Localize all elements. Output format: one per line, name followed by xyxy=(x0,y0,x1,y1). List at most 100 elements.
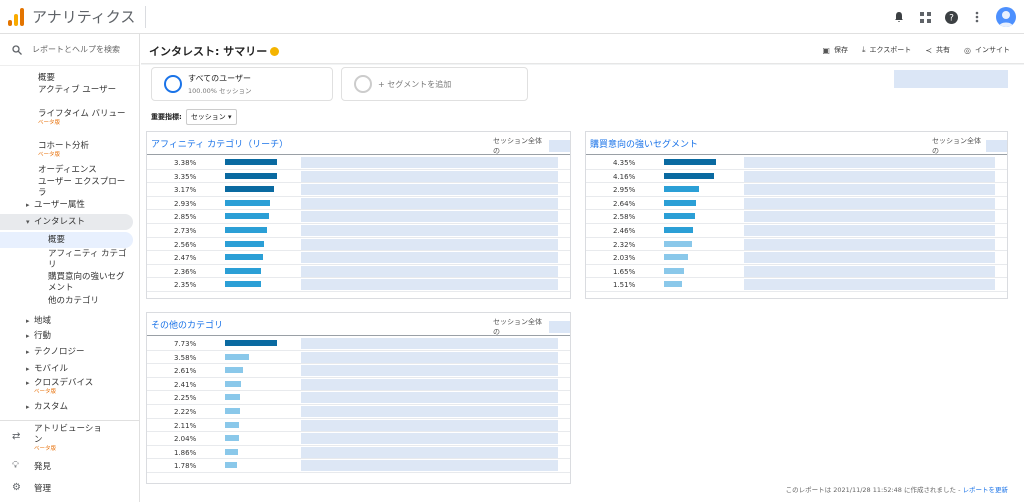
add-segment-button[interactable]: + セグメントを追加 xyxy=(341,67,528,101)
save-button[interactable]: ▣ 保存 xyxy=(822,45,848,55)
table-row[interactable]: 2.32% xyxy=(586,238,1007,252)
table-row[interactable]: 2.03% xyxy=(586,251,1007,265)
table-row[interactable]: 1.86% xyxy=(147,446,570,460)
row-placeholder xyxy=(744,170,995,182)
table-row[interactable]: 2.64% xyxy=(586,197,1007,211)
nav-interests-overview[interactable]: 概要 xyxy=(48,235,66,245)
analytics-logo-icon[interactable] xyxy=(8,7,24,26)
table-row[interactable]: 2.61% xyxy=(147,364,570,378)
table-row[interactable]: 2.41% xyxy=(147,378,570,392)
row-placeholder xyxy=(301,225,558,236)
nav-technology[interactable]: ▸ テクノロジー xyxy=(26,347,85,357)
row-value: 7.73% xyxy=(174,340,197,348)
page-title: インタレスト: サマリー xyxy=(149,43,280,59)
more-vert-icon[interactable] xyxy=(970,10,984,24)
table-row[interactable]: 2.85% xyxy=(147,210,570,224)
nav-geo[interactable]: ▸ 地域 xyxy=(26,316,52,326)
row-placeholder xyxy=(744,225,995,236)
table-row[interactable]: 1.78% xyxy=(147,459,570,473)
nav-in-market[interactable]: 購買意向の強いセグメント xyxy=(48,272,125,293)
caret-right-icon: ▸ xyxy=(26,317,30,325)
nav-cohort[interactable]: コホート分析 ベータ版 xyxy=(38,141,126,158)
row-value: 4.16% xyxy=(613,172,636,181)
table-row[interactable]: 2.93% xyxy=(147,197,570,211)
nav-user-explorer[interactable]: ユーザー エクスプローラ xyxy=(38,177,126,198)
row-placeholder xyxy=(744,211,995,223)
report-search[interactable]: レポートとヘルプを検索 xyxy=(0,34,139,66)
table-row[interactable]: 2.73% xyxy=(147,224,570,238)
row-value: 2.41% xyxy=(174,380,197,389)
sidebar-divider xyxy=(0,420,140,421)
help-icon[interactable]: ? xyxy=(944,10,958,24)
table-row[interactable]: 2.35% xyxy=(147,278,570,292)
table-row[interactable]: 2.56% xyxy=(147,238,570,252)
table-row[interactable]: 4.35% xyxy=(586,156,1007,170)
nav-cross-device[interactable]: ▸ クロスデバイス ベータ版 xyxy=(26,378,94,395)
nav-affinity[interactable]: アフィニティ カテゴリ xyxy=(48,249,127,270)
table-row[interactable]: 2.22% xyxy=(147,405,570,419)
caret-right-icon: ▸ xyxy=(26,379,30,387)
row-placeholder xyxy=(301,446,558,458)
segment-all-users[interactable]: すべてのユーザー 100.00% セッション xyxy=(151,67,333,101)
row-bar xyxy=(664,172,714,179)
share-button[interactable]: ≺ 共有 xyxy=(925,45,951,55)
caret-right-icon: ▸ xyxy=(26,201,30,209)
nav-admin[interactable]: ⚙ 管理 xyxy=(12,482,52,494)
table-row[interactable]: 2.04% xyxy=(147,432,570,446)
other-categories-title[interactable]: その他のカテゴリ xyxy=(151,321,224,331)
table-row[interactable]: 2.11% xyxy=(147,419,570,433)
date-range-placeholder[interactable] xyxy=(894,70,1008,88)
insights-button[interactable]: ◎ インサイト xyxy=(964,45,1010,55)
affinity-col-header: セッション全体の xyxy=(493,136,570,156)
nav-interests[interactable]: ▾ インタレスト xyxy=(26,217,86,227)
row-value: 2.73% xyxy=(174,227,197,235)
caret-down-icon: ▾ xyxy=(26,218,30,226)
table-row[interactable]: 3.38% xyxy=(147,156,570,170)
export-button[interactable]: ⤓ エクスポート xyxy=(861,45,912,54)
row-bar xyxy=(664,186,700,193)
nav-other-categories[interactable]: 他のカテゴリ xyxy=(48,296,100,306)
row-bar xyxy=(225,281,262,288)
row-placeholder xyxy=(301,170,558,182)
notifications-icon[interactable] xyxy=(892,10,906,24)
table-row[interactable]: 2.95% xyxy=(586,183,1007,197)
row-placeholder xyxy=(301,211,558,223)
table-row[interactable]: 2.25% xyxy=(147,391,570,405)
row-value: 2.04% xyxy=(174,435,197,444)
nav-attribution[interactable]: ⇄ アトリビューション ベータ版 xyxy=(0,424,140,452)
apps-grid-icon[interactable] xyxy=(918,10,932,24)
row-value: 2.93% xyxy=(174,199,197,208)
in-market-title[interactable]: 購買意向の強いセグメント xyxy=(590,140,699,150)
table-row[interactable]: 7.73% xyxy=(147,337,570,351)
refresh-report-link[interactable]: レポートを更新 xyxy=(962,486,1009,494)
table-row[interactable]: 1.51% xyxy=(586,278,1007,292)
affinity-title[interactable]: アフィニティ カテゴリ（リーチ） xyxy=(151,140,289,150)
nav-overview[interactable]: 概要 xyxy=(38,73,56,83)
metric-dropdown[interactable]: セッション ▾ xyxy=(185,109,237,125)
nav-behavior[interactable]: ▸ 行動 xyxy=(26,331,52,341)
row-value: 2.11% xyxy=(174,421,197,430)
table-row[interactable]: 3.58% xyxy=(147,351,570,365)
header-divider xyxy=(145,5,147,28)
row-bar xyxy=(225,435,239,442)
table-row[interactable]: 3.35% xyxy=(147,170,570,184)
nav-active-users[interactable]: アクティブ ユーザー xyxy=(38,85,117,95)
row-value: 3.35% xyxy=(174,172,197,181)
table-row[interactable]: 4.16% xyxy=(586,170,1007,184)
table-row[interactable]: 2.46% xyxy=(586,224,1007,238)
nav-lifetime-value[interactable]: ライフタイム バリュー ベータ版 xyxy=(38,109,126,126)
nav-custom[interactable]: ▸ カスタム xyxy=(26,402,69,412)
table-row[interactable]: 3.17% xyxy=(147,183,570,197)
nav-audience[interactable]: オーディエンス xyxy=(38,165,97,175)
table-row[interactable]: 2.58% xyxy=(586,210,1007,224)
nav-demographics[interactable]: ▸ ユーザー属性 xyxy=(26,200,85,210)
nav-selected-highlight xyxy=(0,232,133,248)
table-row[interactable]: 2.36% xyxy=(147,265,570,279)
table-row[interactable]: 2.47% xyxy=(147,251,570,265)
nav-mobile[interactable]: ▸ モバイル xyxy=(26,364,69,374)
row-bar xyxy=(225,254,263,261)
table-row[interactable]: 1.65% xyxy=(586,265,1007,279)
nav-discover[interactable]: 💡︎ 発見 xyxy=(12,460,52,472)
avatar[interactable] xyxy=(996,7,1016,27)
row-bar xyxy=(664,281,683,288)
